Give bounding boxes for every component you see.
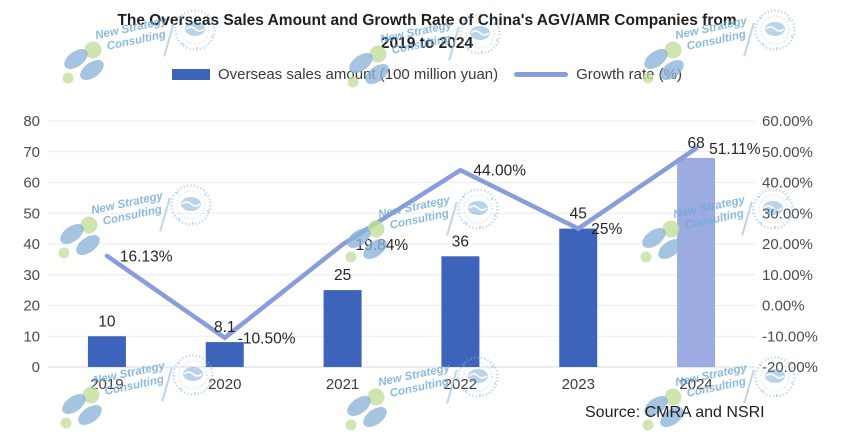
x-axis-label: 2024 [679, 376, 712, 393]
right-axis-tick: 50.00% [762, 144, 813, 161]
bar-2024 [677, 157, 716, 367]
chart-title: The Overseas Sales Amount and Growth Rat… [0, 9, 854, 55]
left-axis-tick: 60 [23, 175, 40, 192]
chart-title-line2: 2019 to 2024 [380, 35, 474, 52]
right-axis-tick: 40.00% [762, 175, 813, 192]
bar-value-label: 36 [452, 233, 469, 250]
bar-value-label: 25 [334, 267, 351, 284]
growth-value-label: 16.13% [120, 248, 173, 265]
legend: Overseas sales amount (100 million yuan)… [0, 66, 854, 83]
right-axis-tick: -10.00% [762, 328, 818, 345]
x-axis-label: 2019 [90, 376, 123, 393]
bar-value-label: 8.1 [214, 319, 236, 336]
growth-value-label: -10.50% [238, 330, 296, 347]
left-axis-tick: 10 [23, 328, 40, 345]
growth-rate-line [104, 146, 699, 341]
source-note: Source: CMRA and NSRI [585, 404, 765, 421]
growth-value-label: 19.84% [356, 237, 409, 254]
left-axis-tick: 30 [23, 267, 40, 284]
left-axis-tick: 20 [23, 298, 40, 315]
right-axis-tick: 20.00% [762, 236, 813, 253]
right-axis-tick: 0.00% [762, 298, 805, 315]
bar-value-label: 45 [570, 206, 587, 223]
left-axis-tick: 0 [32, 359, 40, 376]
growth-value-label: 51.11% [709, 141, 761, 158]
right-axis-tick: 30.00% [762, 205, 813, 222]
bar-value-label: 68 [687, 135, 704, 152]
bar-2019 [87, 336, 126, 367]
legend-line-label: Growth rate (%) [576, 66, 682, 83]
left-axis-tick: 80 [23, 113, 40, 130]
bar-2022 [441, 256, 480, 367]
bar-2021 [323, 290, 362, 367]
right-axis-tick: 60.00% [762, 113, 813, 130]
bar-2020 [205, 342, 244, 367]
legend-bar-swatch [172, 69, 210, 80]
x-axis-label: 2021 [326, 376, 359, 393]
x-axis-label: 2023 [562, 376, 595, 393]
right-axis-tick: 10.00% [762, 267, 813, 284]
chart-title-line1: The Overseas Sales Amount and Growth Rat… [117, 12, 737, 29]
right-axis-tick: -20.00% [762, 359, 818, 376]
bar-2023 [559, 228, 598, 367]
growth-value-label: 44.00% [473, 163, 526, 180]
x-axis-label: 2020 [208, 376, 241, 393]
left-axis-tick: 70 [23, 144, 40, 161]
left-axis-tick: 50 [23, 205, 40, 222]
left-axis-tick: 40 [23, 236, 40, 253]
legend-line-swatch [514, 72, 569, 77]
growth-value-label: 25% [591, 221, 622, 238]
bar-value-label: 10 [98, 313, 116, 330]
legend-bar-label: Overseas sales amount (100 million yuan) [218, 66, 499, 83]
x-axis-label: 2022 [444, 376, 477, 393]
